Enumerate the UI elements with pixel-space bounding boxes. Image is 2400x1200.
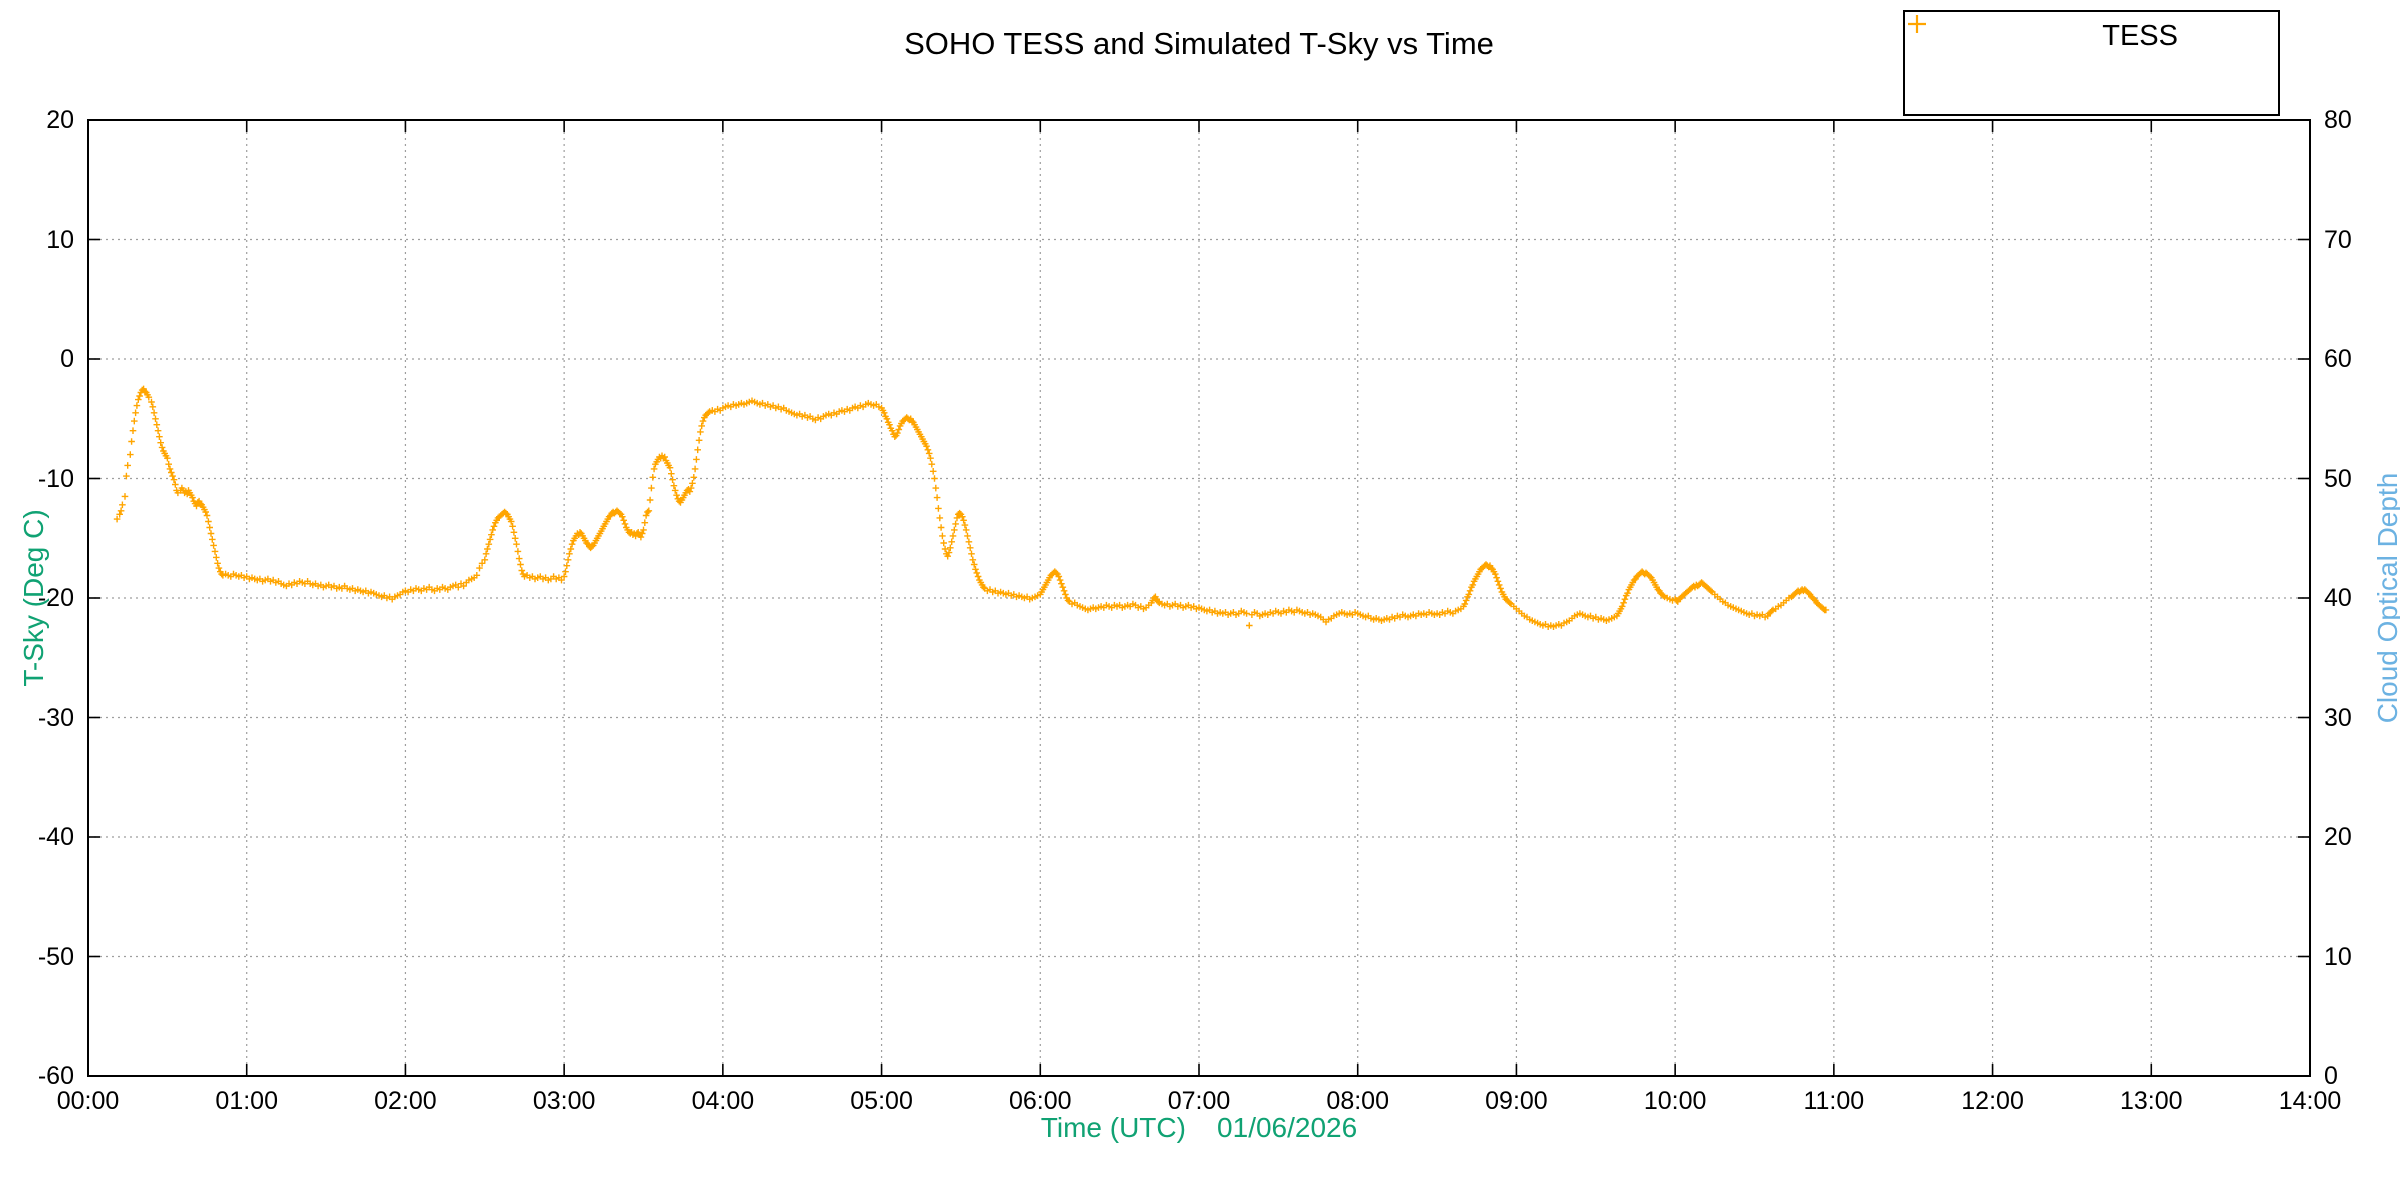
x-tick-label: 07:00 (1167, 1087, 1231, 1115)
y-right-tick-label: 70 (2324, 225, 2352, 254)
x-tick-label: 05:00 (850, 1087, 913, 1115)
y-right-tick-label: 20 (2324, 823, 2352, 851)
y-right-tick-label: 30 (2324, 703, 2352, 732)
x-tick-label: 11:00 (1803, 1087, 1865, 1115)
y-left-tick-label: -20 (37, 584, 74, 612)
y-right-tick-label: 10 (2324, 942, 2352, 971)
chart-title: SOHO TESS and Simulated T-Sky vs Time (904, 26, 1494, 61)
y-left-tick-label: -40 (37, 823, 74, 851)
x-tick-label: 14:00 (2278, 1087, 2342, 1115)
x-tick-label: 06:00 (1009, 1087, 1072, 1115)
y-axis-label-right: Cloud Optical Depth (2372, 472, 2400, 724)
y-right-tick-label: 40 (2324, 584, 2352, 612)
plus-marker-icon (1908, 15, 1926, 33)
y-right-tick-label: 80 (2324, 106, 2352, 134)
y-left-tick-label: 0 (60, 345, 74, 373)
x-tick-label: 08:00 (1326, 1087, 1389, 1115)
x-tick-label: 09:00 (1485, 1087, 1548, 1115)
y-right-tick-label: 50 (2324, 464, 2352, 493)
y-left-tick-label: -60 (37, 1062, 74, 1090)
x-tick-label: 00:00 (56, 1087, 120, 1115)
x-tick-label: 03:00 (532, 1087, 596, 1115)
x-tick-label: 02:00 (374, 1087, 437, 1115)
y-right-tick-label: 60 (2324, 345, 2352, 373)
x-tick-label: 01:00 (215, 1087, 278, 1115)
y-left-tick-label: 20 (46, 106, 74, 134)
y-left-tick-label: -30 (37, 703, 74, 732)
y-left-tick-label: 10 (46, 225, 74, 254)
y-left-tick-label: -50 (37, 942, 74, 971)
y-right-tick-label: 0 (2324, 1062, 2338, 1090)
legend: TESS (1903, 10, 2280, 116)
x-tick-label: 13:00 (2120, 1087, 2183, 1115)
series-tess-points (113, 385, 1830, 630)
x-tick-label: 10:00 (1643, 1087, 1707, 1115)
x-tick-label: 12:00 (1961, 1087, 2024, 1115)
legend-entry-label: TESS (2102, 20, 2178, 52)
x-tick-label: 04:00 (691, 1087, 755, 1115)
y-left-tick-label: -10 (37, 464, 74, 493)
plot-border (87, 119, 2311, 1077)
x-axis-label: Time (UTC) 01/06/2026 (1040, 1112, 1358, 1143)
